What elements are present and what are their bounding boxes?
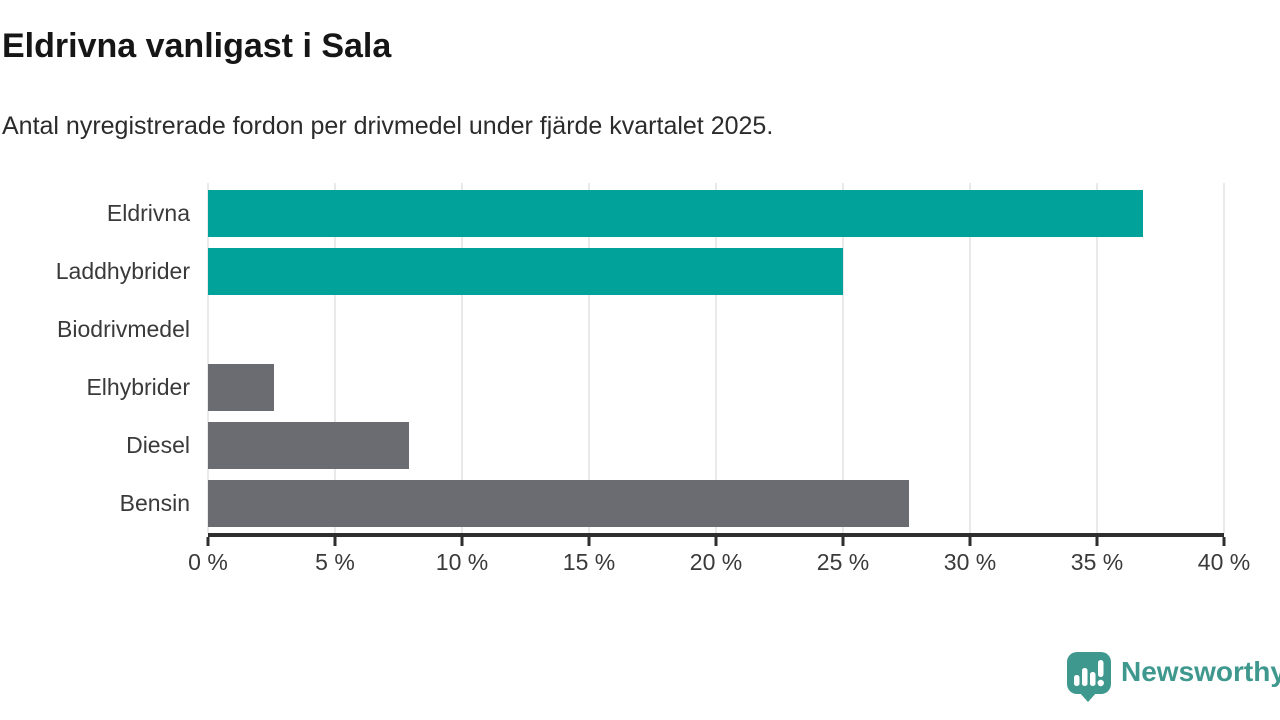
- gridline: [715, 183, 717, 533]
- x-tick-label: 5 %: [315, 549, 355, 575]
- x-tick-mark: [714, 537, 718, 546]
- gridline: [588, 183, 590, 533]
- x-tick-label: 30 %: [943, 549, 997, 575]
- x-tick-label: 20 %: [689, 549, 743, 575]
- x-tick-label: 35 %: [1070, 549, 1124, 575]
- x-tick-mark: [206, 537, 210, 546]
- bar-eldrivna: [208, 189, 1143, 237]
- x-tick-label: 40 %: [1197, 549, 1251, 575]
- gridline: [842, 183, 844, 533]
- x-tick-label: 25 %: [816, 549, 870, 575]
- x-tick-mark: [587, 537, 591, 546]
- category-label: Eldrivna: [106, 199, 190, 226]
- bar-row: [208, 417, 1224, 475]
- category-label: Diesel: [126, 432, 190, 459]
- gridline: [1096, 183, 1098, 533]
- x-axis-line: [208, 533, 1224, 537]
- gridline: [1223, 183, 1225, 533]
- x-tick-mark: [968, 537, 972, 546]
- gridline: [969, 183, 971, 533]
- plot-area: [207, 183, 1225, 533]
- x-tick-mark: [460, 537, 464, 546]
- x-tick-mark: [1095, 537, 1099, 546]
- chart-title: Eldrivna vanligast i Sala: [2, 27, 392, 65]
- category-axis: Eldrivna Laddhybrider Biodrivmedel Elhybrid…: [0, 184, 190, 533]
- bar-laddhybrider: [208, 247, 843, 295]
- bar-row: [208, 242, 1224, 300]
- bar-elhybrider: [208, 364, 275, 412]
- bar-row: [208, 184, 1224, 242]
- category-label: Biodrivmedel: [57, 315, 190, 342]
- gridline: [207, 183, 209, 533]
- category-label: Elhybrider: [86, 374, 190, 401]
- newsworthy-logo: Newsworthy: [1066, 650, 1280, 702]
- category-label: Bensin: [119, 490, 190, 517]
- bar-rows: [208, 184, 1224, 533]
- bar-row: [208, 359, 1224, 417]
- x-tick-label: 0 %: [188, 549, 228, 575]
- x-tick-mark: [1222, 537, 1226, 546]
- bar-row: [208, 300, 1224, 358]
- gridline: [461, 183, 463, 533]
- newsworthy-brand-text: Newsworthy: [1121, 656, 1280, 687]
- bar-bensin: [208, 480, 910, 528]
- newsworthy-logo-icon: [1066, 650, 1112, 702]
- chart-subtitle: Antal nyregistrerade fordon per drivmede…: [2, 112, 774, 140]
- bar-row: [208, 475, 1224, 533]
- x-tick-label: 15 %: [562, 549, 616, 575]
- x-tick-mark: [333, 537, 337, 546]
- bar-diesel: [208, 422, 409, 470]
- gridline: [334, 183, 336, 533]
- x-tick-label: 10 %: [435, 549, 489, 575]
- x-tick-mark: [841, 537, 845, 546]
- category-label: Laddhybrider: [55, 257, 190, 284]
